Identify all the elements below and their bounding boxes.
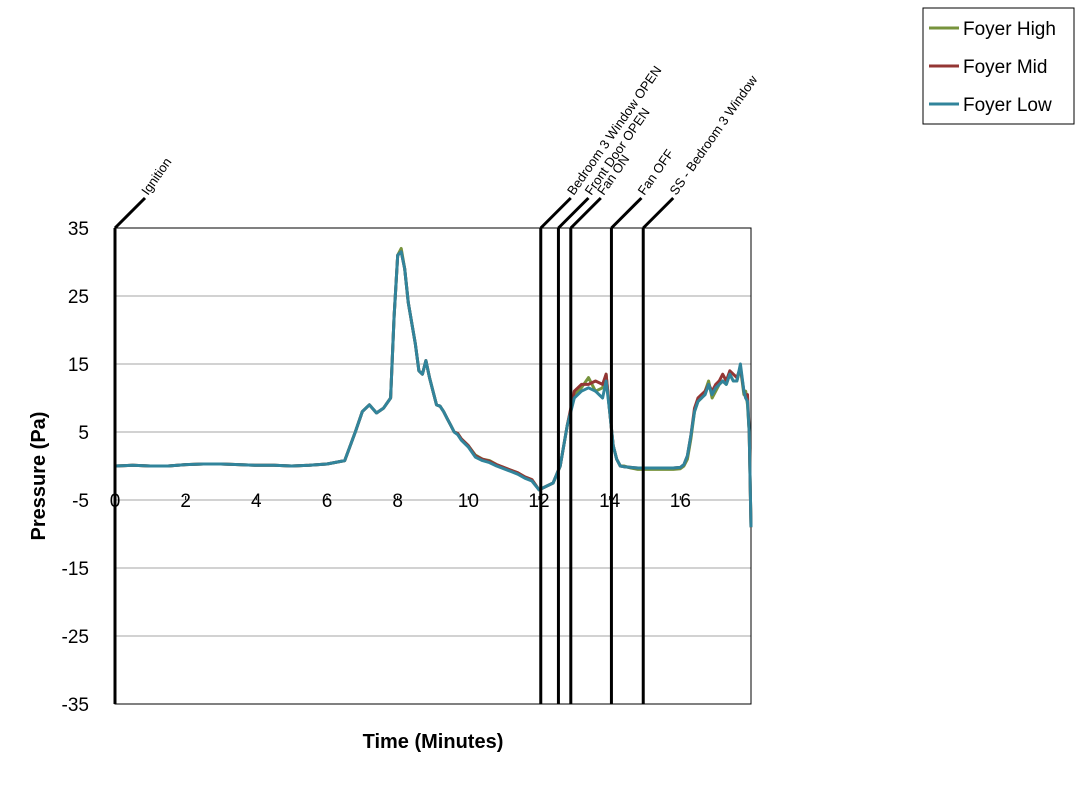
y-tick-label: 35 (68, 219, 89, 240)
y-tick-labels: 35 25 15 5 -5 -15 -25 -35 (62, 219, 89, 716)
y-axis-title: Pressure (Pa) (28, 412, 50, 541)
event-leader (642, 196, 675, 230)
x-tick-label: 12 (528, 491, 549, 512)
event-leader (569, 196, 602, 230)
y-tick-label: -35 (62, 695, 89, 716)
x-axis-title: Time (Minutes) (363, 731, 504, 753)
y-tick-label: -25 (62, 627, 89, 648)
x-tick-label: 2 (180, 491, 191, 512)
event-leader (113, 196, 147, 230)
y-tick-label: 15 (68, 355, 89, 376)
y-tick-label: -15 (62, 559, 89, 580)
x-tick-label: 8 (392, 491, 403, 512)
event-leader (539, 196, 572, 230)
legend-label: Foyer High (963, 19, 1056, 40)
x-tick-label: 14 (599, 491, 621, 512)
y-tick-label: 5 (78, 423, 89, 444)
x-tick-label: 6 (322, 491, 333, 512)
event-leader (557, 196, 590, 230)
x-tick-label: 16 (670, 491, 691, 512)
legend-label: Foyer Mid (963, 57, 1047, 78)
x-tick-label: 4 (251, 491, 262, 512)
event-leader (610, 196, 643, 230)
legend: Foyer High Foyer Mid Foyer Low (922, 7, 1075, 125)
series-line-foyer-low (114, 250, 753, 528)
series-lines (114, 246, 753, 528)
legend-label: Foyer Low (963, 95, 1052, 116)
y-tick-label: -5 (72, 491, 89, 512)
y-tick-label: 25 (68, 287, 89, 308)
x-tick-label: 10 (458, 491, 479, 512)
